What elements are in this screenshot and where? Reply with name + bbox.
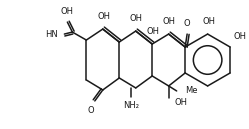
Text: Me: Me <box>185 86 197 95</box>
Text: HN: HN <box>45 30 57 39</box>
Text: OH: OH <box>61 7 74 16</box>
Text: OH: OH <box>162 17 175 26</box>
Text: NH₂: NH₂ <box>123 101 139 110</box>
Text: OH: OH <box>147 27 160 36</box>
Text: O: O <box>184 19 190 28</box>
Text: O: O <box>87 106 94 115</box>
Text: OH: OH <box>202 17 215 26</box>
Text: OH: OH <box>129 14 142 23</box>
Text: OH: OH <box>233 32 246 41</box>
Text: OH: OH <box>175 98 188 107</box>
Text: OH: OH <box>97 12 110 21</box>
